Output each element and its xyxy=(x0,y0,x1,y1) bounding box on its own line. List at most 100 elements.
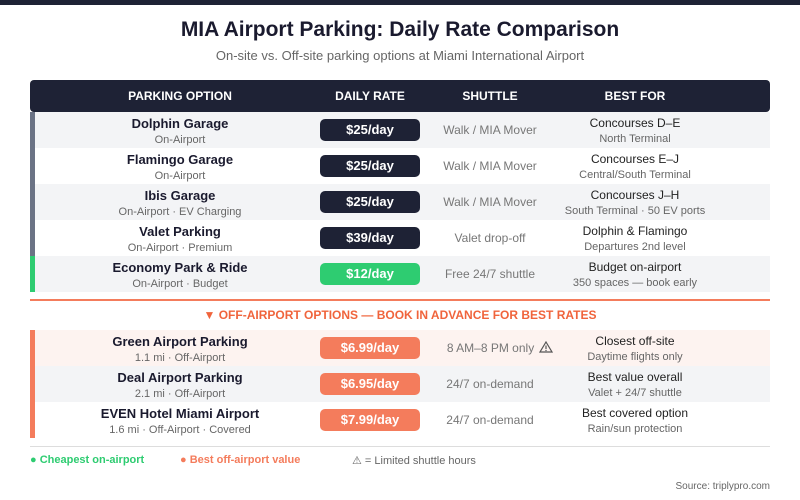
best-detail: Departures 2nd level xyxy=(584,241,686,253)
shuttle-cell: Walk / MIA Mover xyxy=(430,159,550,173)
shuttle-text: 24/7 on-demand xyxy=(446,377,534,391)
rate-pill: $25/day xyxy=(320,119,420,141)
option-cell: Flamingo Garage On-Airport xyxy=(60,152,300,182)
option-name: Valet Parking xyxy=(139,224,221,239)
option-detail: On-Airport · Premium xyxy=(127,242,233,254)
table-row: Dolphin Garage On-Airport $25/day Walk / MI… xyxy=(30,112,770,148)
option-name: Deal Airport Parking xyxy=(117,370,243,385)
best-for: Closest off-site xyxy=(595,334,675,348)
option-cell: Dolphin Garage On-Airport xyxy=(60,116,300,146)
shuttle-cell: Walk / MIA Mover xyxy=(430,123,550,137)
column-header: PARKING OPTION xyxy=(128,89,232,103)
best-cell: Budget on-airport 350 spaces — book early xyxy=(550,260,720,289)
shuttle-cell: 8 AM–8 PM only xyxy=(440,340,560,355)
option-detail: On-Airport · Budget xyxy=(132,278,228,290)
option-name: Ibis Garage xyxy=(144,188,216,203)
shuttle-cell: Free 24/7 shuttle xyxy=(430,267,550,281)
best-for: Concourses D–E xyxy=(589,116,681,130)
shuttle-text: Valet drop-off xyxy=(454,231,526,245)
best-cell: Dolphin & Flamingo Departures 2nd level xyxy=(550,224,720,253)
best-cell: Concourses J–H South Terminal · 50 EV por… xyxy=(550,188,720,217)
shuttle-cell: 24/7 on-demand xyxy=(430,413,550,427)
best-detail: South Terminal · 50 EV ports xyxy=(564,205,706,217)
source: Source: triplypro.com xyxy=(675,481,770,492)
row-accent xyxy=(30,220,35,256)
table-row: Ibis Garage On-Airport · EV Charging $25/d… xyxy=(30,184,770,220)
rate-pill: $25/day xyxy=(320,155,420,177)
row-accent xyxy=(30,148,35,184)
top-bar xyxy=(0,0,800,5)
best-cell: Best value overall Valet + 24/7 shuttle xyxy=(550,370,720,399)
best-for: Dolphin & Flamingo xyxy=(582,224,688,238)
option-cell: Ibis Garage On-Airport · EV Charging xyxy=(60,188,300,218)
option-detail: On-Airport · EV Charging xyxy=(118,206,242,218)
column-header: BEST FOR xyxy=(604,89,666,103)
shuttle-text: Walk / MIA Mover xyxy=(443,123,537,137)
option-cell: Valet Parking On-Airport · Premium xyxy=(60,224,300,254)
rate-pill: $12/day xyxy=(320,263,420,285)
best-for: Budget on-airport xyxy=(588,260,682,274)
best-detail: Daytime flights only xyxy=(587,351,683,363)
best-detail: 350 spaces — book early xyxy=(572,277,698,289)
best-cell: Concourses E–J Central/South Terminal xyxy=(550,152,720,181)
option-name: Dolphin Garage xyxy=(131,116,229,131)
best-detail: Valet + 24/7 shuttle xyxy=(588,387,682,399)
option-cell: Economy Park & Ride On-Airport · Budget xyxy=(60,260,300,290)
option-detail: 1.6 mi · Off-Airport · Covered xyxy=(109,424,251,436)
option-name: Economy Park & Ride xyxy=(112,260,248,275)
option-detail: On-Airport xyxy=(154,170,206,182)
best-detail: North Terminal xyxy=(599,133,671,145)
rate-pill: $6.95/day xyxy=(320,373,420,395)
option-cell: Green Airport Parking 1.1 mi · Off-Airpor… xyxy=(60,334,300,364)
rate-pill: $6.99/day xyxy=(320,337,420,359)
best-for: Best covered option xyxy=(581,406,689,420)
table-row: Valet Parking On-Airport · Premium $39/day… xyxy=(30,220,770,256)
option-cell: EVEN Hotel Miami Airport 1.6 mi · Off-Air… xyxy=(60,406,300,436)
best-detail: Central/South Terminal xyxy=(579,169,691,181)
table-header: PARKING OPTION DAILY RATE SHUTTLE BEST FOR xyxy=(30,80,770,112)
column-header: DAILY RATE xyxy=(335,89,405,103)
option-detail: 2.1 mi · Off-Airport xyxy=(134,388,226,400)
row-accent xyxy=(30,184,35,220)
rate-pill: $39/day xyxy=(320,227,420,249)
table-row: Green Airport Parking 1.1 mi · Off-Airpor… xyxy=(30,330,770,366)
option-name: Flamingo Garage xyxy=(126,152,234,167)
subtitle: On-site vs. Off-site parking options at … xyxy=(215,48,585,63)
shuttle-text: Free 24/7 shuttle xyxy=(444,267,536,281)
option-cell: Deal Airport Parking 2.1 mi · Off-Airport xyxy=(60,370,300,400)
shuttle-text: Walk / MIA Mover xyxy=(443,195,537,209)
option-name: EVEN Hotel Miami Airport xyxy=(100,406,260,421)
table-row: Economy Park & Ride On-Airport · Budget $1… xyxy=(30,256,770,292)
legend-item: ● Best off-airport value xyxy=(180,454,301,466)
shuttle-text: 24/7 on-demand xyxy=(446,413,534,427)
best-for: Concourses E–J xyxy=(590,152,680,166)
table-row: Flamingo Garage On-Airport $25/day Walk / M… xyxy=(30,148,770,184)
title: MIA Airport Parking: Daily Rate Comparis… xyxy=(180,18,620,41)
column-header: SHUTTLE xyxy=(462,89,518,103)
row-accent xyxy=(30,112,35,148)
shuttle-text: Walk / MIA Mover xyxy=(443,159,537,173)
legend-item: ● Cheapest on-airport xyxy=(30,454,145,466)
best-for: Concourses J–H xyxy=(590,188,680,202)
option-detail: On-Airport xyxy=(154,134,206,146)
best-cell: Best covered option Rain/sun protection xyxy=(550,406,720,435)
divider xyxy=(30,299,770,301)
shuttle-cell: Walk / MIA Mover xyxy=(430,195,550,209)
best-cell: Concourses D–E North Terminal xyxy=(550,116,720,145)
table-row: Deal Airport Parking 2.1 mi · Off-Airport… xyxy=(30,366,770,402)
section-header: ▼ OFF-AIRPORT OPTIONS — BOOK IN ADVANCE … xyxy=(203,308,597,322)
row-accent xyxy=(30,366,35,402)
table-row: EVEN Hotel Miami Airport 1.6 mi · Off-Air… xyxy=(30,402,770,438)
warning-icon xyxy=(539,340,554,353)
row-accent xyxy=(30,402,35,438)
best-for: Best value overall xyxy=(587,370,683,384)
shuttle-text: 8 AM–8 PM only xyxy=(446,341,535,355)
shuttle-cell: 24/7 on-demand xyxy=(430,377,550,391)
option-name: Green Airport Parking xyxy=(112,334,248,349)
option-detail: 1.1 mi · Off-Airport xyxy=(134,352,226,364)
best-cell: Closest off-site Daytime flights only xyxy=(550,334,720,363)
shuttle-cell: Valet drop-off xyxy=(430,231,550,245)
footer-line xyxy=(30,446,770,447)
rate-pill: $25/day xyxy=(320,191,420,213)
